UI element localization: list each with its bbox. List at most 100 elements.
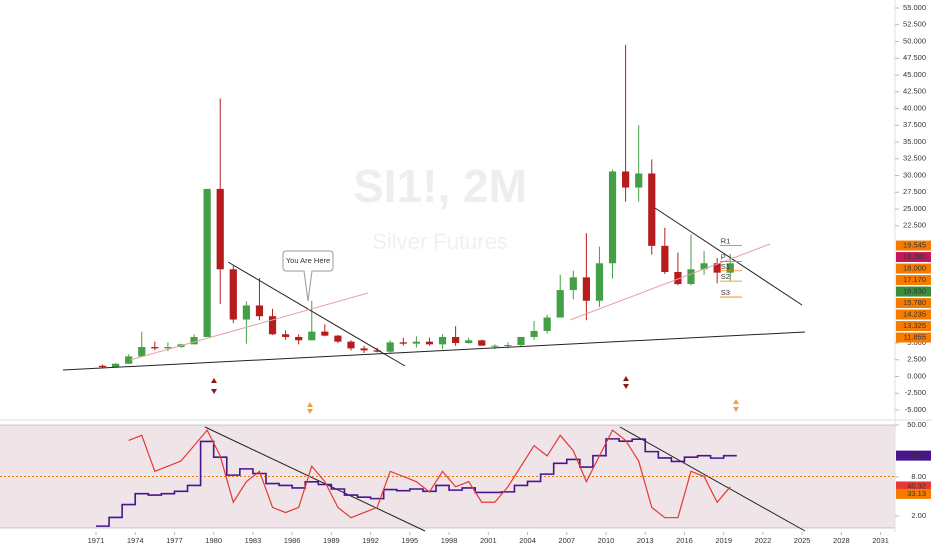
arrow [307,402,313,414]
candle-body [282,334,290,337]
price-badge [896,263,931,274]
x-tick-label: 2013 [637,536,654,545]
lower-badge [896,450,931,461]
candle-body [582,277,590,301]
pivot-label: R1 [721,237,731,246]
lower-badge-label: 33.13 [907,489,926,498]
y-tick-label: 27.500 [903,187,926,196]
y-tick-label: 42.500 [903,87,926,96]
x-tick-label: 2022 [755,536,772,545]
price-badge [896,275,931,286]
candle-body [334,335,342,342]
callout [282,250,334,302]
candle-body [203,188,211,337]
price-badge [896,298,931,309]
x-tick-label: 1986 [284,536,301,545]
candle-body [674,271,682,285]
candle-body [648,173,656,246]
candle-body [543,317,551,331]
price-badge-label: 11.855 [904,333,926,342]
x-tick-label: 1992 [362,536,379,545]
price-badge [896,252,931,263]
y-tick-label: 45.000 [903,70,926,79]
trendline [619,426,806,532]
candle-body [412,341,420,344]
x-tick-label: 2028 [833,536,850,545]
candle-body [308,331,316,341]
y-tick-label: 52.500 [903,20,926,29]
candle-body [504,345,512,347]
arrow [733,399,739,412]
candle-body [138,347,146,357]
y-tick-label: 22.500 [903,221,926,230]
price-badge-label: 14.235 [903,310,926,319]
pivot-label: S1 [721,262,730,271]
x-tick-label: 1971 [88,536,105,545]
pivot-label: P [721,252,726,261]
price-badge-label: 15.780 [903,298,926,307]
price-badge [896,240,931,251]
x-tick-label: 1989 [323,536,340,545]
price-badge [896,321,931,332]
signal-arrows [211,376,739,414]
y-tick-label: 50.000 [903,36,926,45]
candle-body [347,341,355,349]
lower-badge [896,481,931,492]
y-tick-label: 40.000 [903,103,926,112]
arrow [623,376,629,389]
price-badge-label: 18.000 [903,264,926,273]
y-tick-label: 32.500 [903,154,926,163]
watermark: SI1!, 2M [353,160,527,212]
x-tick-label: 2001 [480,536,497,545]
x-tick-label: 1977 [166,536,183,545]
candle-body [622,171,630,188]
drawings [62,207,806,532]
candle-body [713,263,721,273]
x-tick-label: 2025 [794,536,811,545]
x-tick-label: 2007 [558,536,575,545]
candle-body [608,171,617,264]
candle-body [151,347,159,349]
candle-body [360,348,368,351]
candle-body [321,331,329,336]
candle-body [216,188,224,270]
candle-body [661,245,669,272]
y-tick-label: 30.000 [903,170,926,179]
price-badge [896,286,931,297]
lower-badge-label: 16.93 [907,451,926,460]
candle-body [595,263,604,301]
y2-tick-label: 2.00 [911,511,926,520]
y-tick-label: -5.000 [905,405,926,414]
x-tick-label: 2010 [598,536,615,545]
y-tick-label: 55.000 [903,3,926,12]
candle-body [452,336,460,343]
candle-body [556,290,564,318]
trendline [62,331,806,371]
x-tick-label: 2004 [519,536,536,545]
oscillator-line [128,429,731,519]
price-badge-label: 16.930 [903,287,926,296]
annotation: You Are Here [286,256,330,265]
trendline [569,243,771,321]
trendline [227,261,406,367]
x-tick-label: 2019 [715,536,732,545]
candle-body [98,365,107,368]
candle-body [726,263,734,273]
candle-body [425,341,434,345]
candle-body [242,305,250,320]
y-tick-label: 25.000 [903,204,926,213]
candle-body [700,263,708,270]
x-tick-label: 1995 [401,536,418,545]
candle-body [635,173,643,188]
trendline [204,426,426,532]
y-tick-label: 37.500 [903,120,926,129]
price-badge-label: 19.545 [903,241,926,250]
candle-body [530,330,538,337]
candle-body [438,336,447,345]
trendline [654,207,803,306]
trendline [129,292,369,361]
candle-body [112,363,120,368]
arrow [211,378,217,394]
y-tick-label: 35.000 [903,137,926,146]
price-badge-label: 18.280 [903,252,926,261]
